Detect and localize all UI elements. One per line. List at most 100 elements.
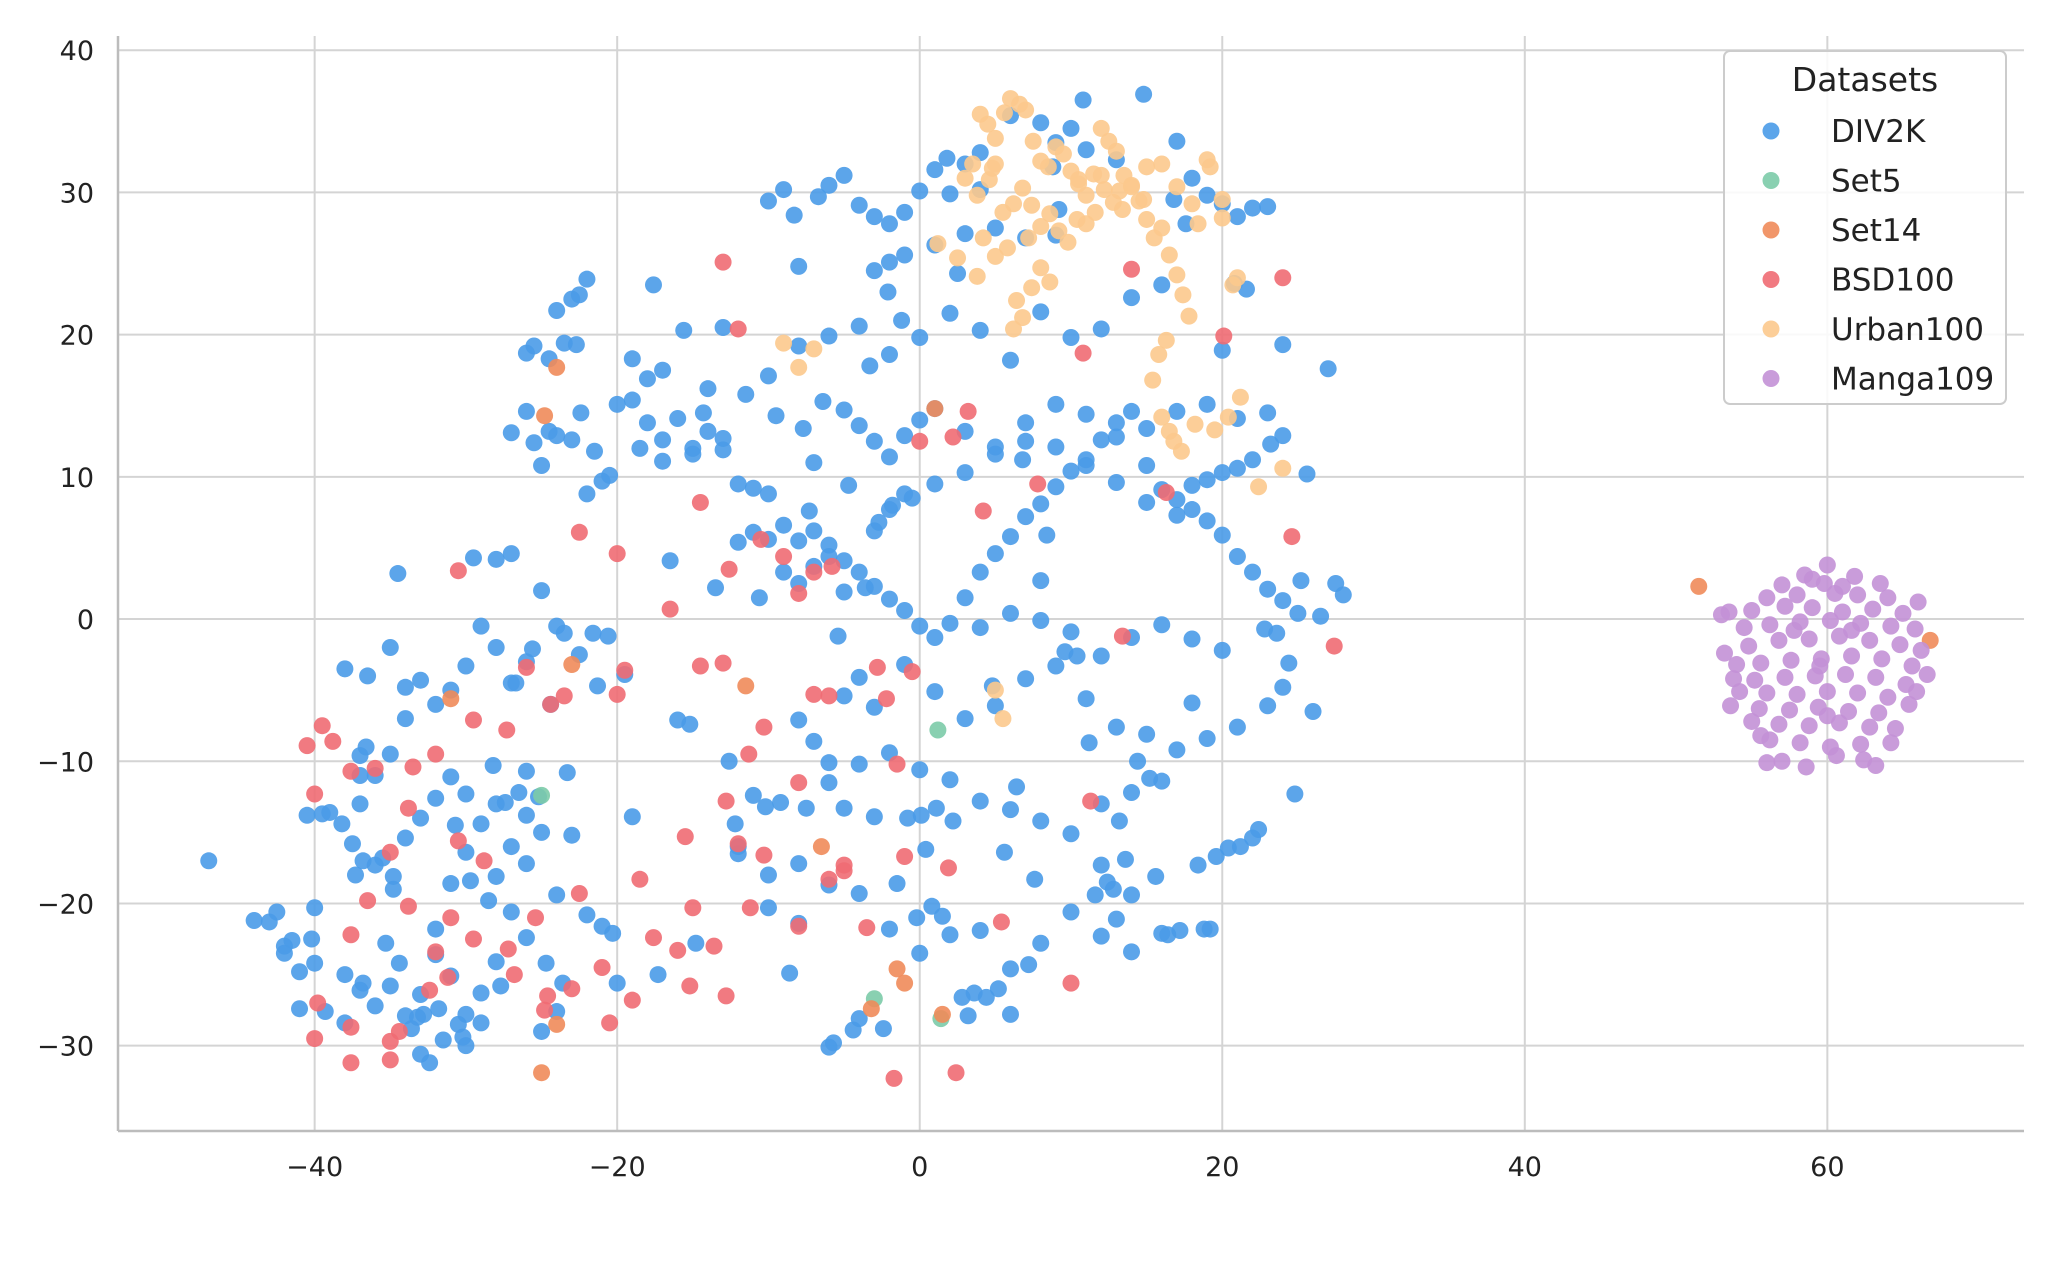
data-point — [1213, 464, 1231, 482]
data-point — [1147, 867, 1165, 885]
data-point — [717, 792, 735, 810]
data-point — [893, 311, 911, 329]
data-point — [1228, 208, 1246, 226]
data-point — [1153, 155, 1171, 173]
data-point — [1770, 715, 1788, 733]
data-point — [449, 562, 467, 580]
data-point — [1198, 471, 1216, 489]
legend-marker — [1762, 221, 1780, 239]
data-point — [333, 815, 351, 833]
data-point — [835, 687, 853, 705]
data-point — [896, 602, 914, 620]
data-point — [1334, 586, 1352, 604]
data-point — [298, 737, 316, 755]
data-point — [775, 516, 793, 534]
data-point — [805, 522, 823, 540]
data-point — [790, 584, 808, 602]
data-point — [570, 286, 588, 304]
data-point — [1788, 586, 1806, 604]
data-point — [1797, 758, 1815, 776]
data-point — [1047, 395, 1065, 413]
data-point — [714, 654, 732, 672]
data-point — [1906, 620, 1924, 638]
data-point — [823, 557, 841, 575]
data-point — [430, 1000, 448, 1018]
data-point — [384, 867, 402, 885]
data-point — [517, 855, 535, 873]
data-point — [947, 1064, 965, 1082]
data-point — [790, 711, 808, 729]
data-point — [1312, 607, 1330, 625]
data-point — [548, 301, 566, 319]
data-point — [1144, 371, 1162, 389]
data-point — [533, 1064, 551, 1082]
data-point — [1086, 886, 1104, 904]
data-point — [539, 987, 557, 1005]
data-point — [649, 966, 667, 984]
data-point — [899, 809, 917, 827]
data-point — [1032, 303, 1050, 321]
data-point — [956, 169, 974, 187]
data-point — [1092, 927, 1110, 945]
data-point — [888, 960, 906, 978]
data-point — [790, 917, 808, 935]
data-point — [1189, 856, 1207, 874]
data-point — [321, 803, 339, 821]
data-point — [644, 929, 662, 947]
data-point — [835, 401, 853, 419]
data-point — [879, 283, 897, 301]
data-point — [926, 475, 944, 493]
data-point — [1743, 602, 1761, 620]
legend-title: Datasets — [1792, 60, 1938, 99]
data-point — [1032, 812, 1050, 830]
data-point — [472, 815, 490, 833]
data-point — [268, 903, 286, 921]
data-point — [986, 219, 1004, 237]
data-point — [1690, 577, 1708, 595]
data-point — [880, 920, 898, 938]
data-point — [1259, 580, 1277, 598]
data-point — [775, 563, 793, 581]
data-point — [1867, 668, 1885, 686]
data-point — [351, 795, 369, 813]
data-point — [1153, 408, 1171, 426]
legend-marker — [1762, 271, 1780, 288]
data-point — [949, 264, 967, 282]
data-point — [755, 846, 773, 864]
data-point — [740, 745, 758, 763]
data-point — [589, 677, 607, 695]
data-point — [986, 445, 1004, 463]
data-point — [1244, 563, 1262, 581]
data-point — [1728, 656, 1746, 674]
series-div2k — [200, 85, 1352, 1072]
data-point — [812, 838, 830, 856]
data-point — [729, 320, 747, 338]
data-point — [457, 1005, 475, 1023]
data-point — [1157, 331, 1175, 349]
data-point — [1821, 611, 1839, 629]
data-point — [1725, 670, 1743, 688]
data-point — [1250, 478, 1268, 496]
data-point — [505, 966, 523, 984]
data-point — [1150, 346, 1168, 364]
data-point — [1032, 114, 1050, 132]
data-point — [1017, 432, 1035, 450]
data-point — [1298, 465, 1316, 483]
data-point — [820, 327, 838, 345]
data-point — [563, 656, 581, 674]
data-point — [502, 545, 520, 563]
data-point — [809, 188, 827, 206]
data-point — [896, 848, 914, 866]
x-tick-label: 0 — [911, 1152, 928, 1183]
data-point — [1231, 388, 1249, 406]
legend-frame — [1723, 50, 2007, 405]
data-point — [1123, 260, 1141, 278]
data-point — [593, 958, 611, 976]
data-point — [472, 984, 490, 1002]
data-point — [472, 617, 490, 635]
data-point — [1785, 621, 1803, 639]
data-point — [427, 943, 445, 961]
data-point — [1138, 493, 1156, 511]
data-point — [1062, 825, 1080, 843]
data-point — [926, 629, 944, 647]
